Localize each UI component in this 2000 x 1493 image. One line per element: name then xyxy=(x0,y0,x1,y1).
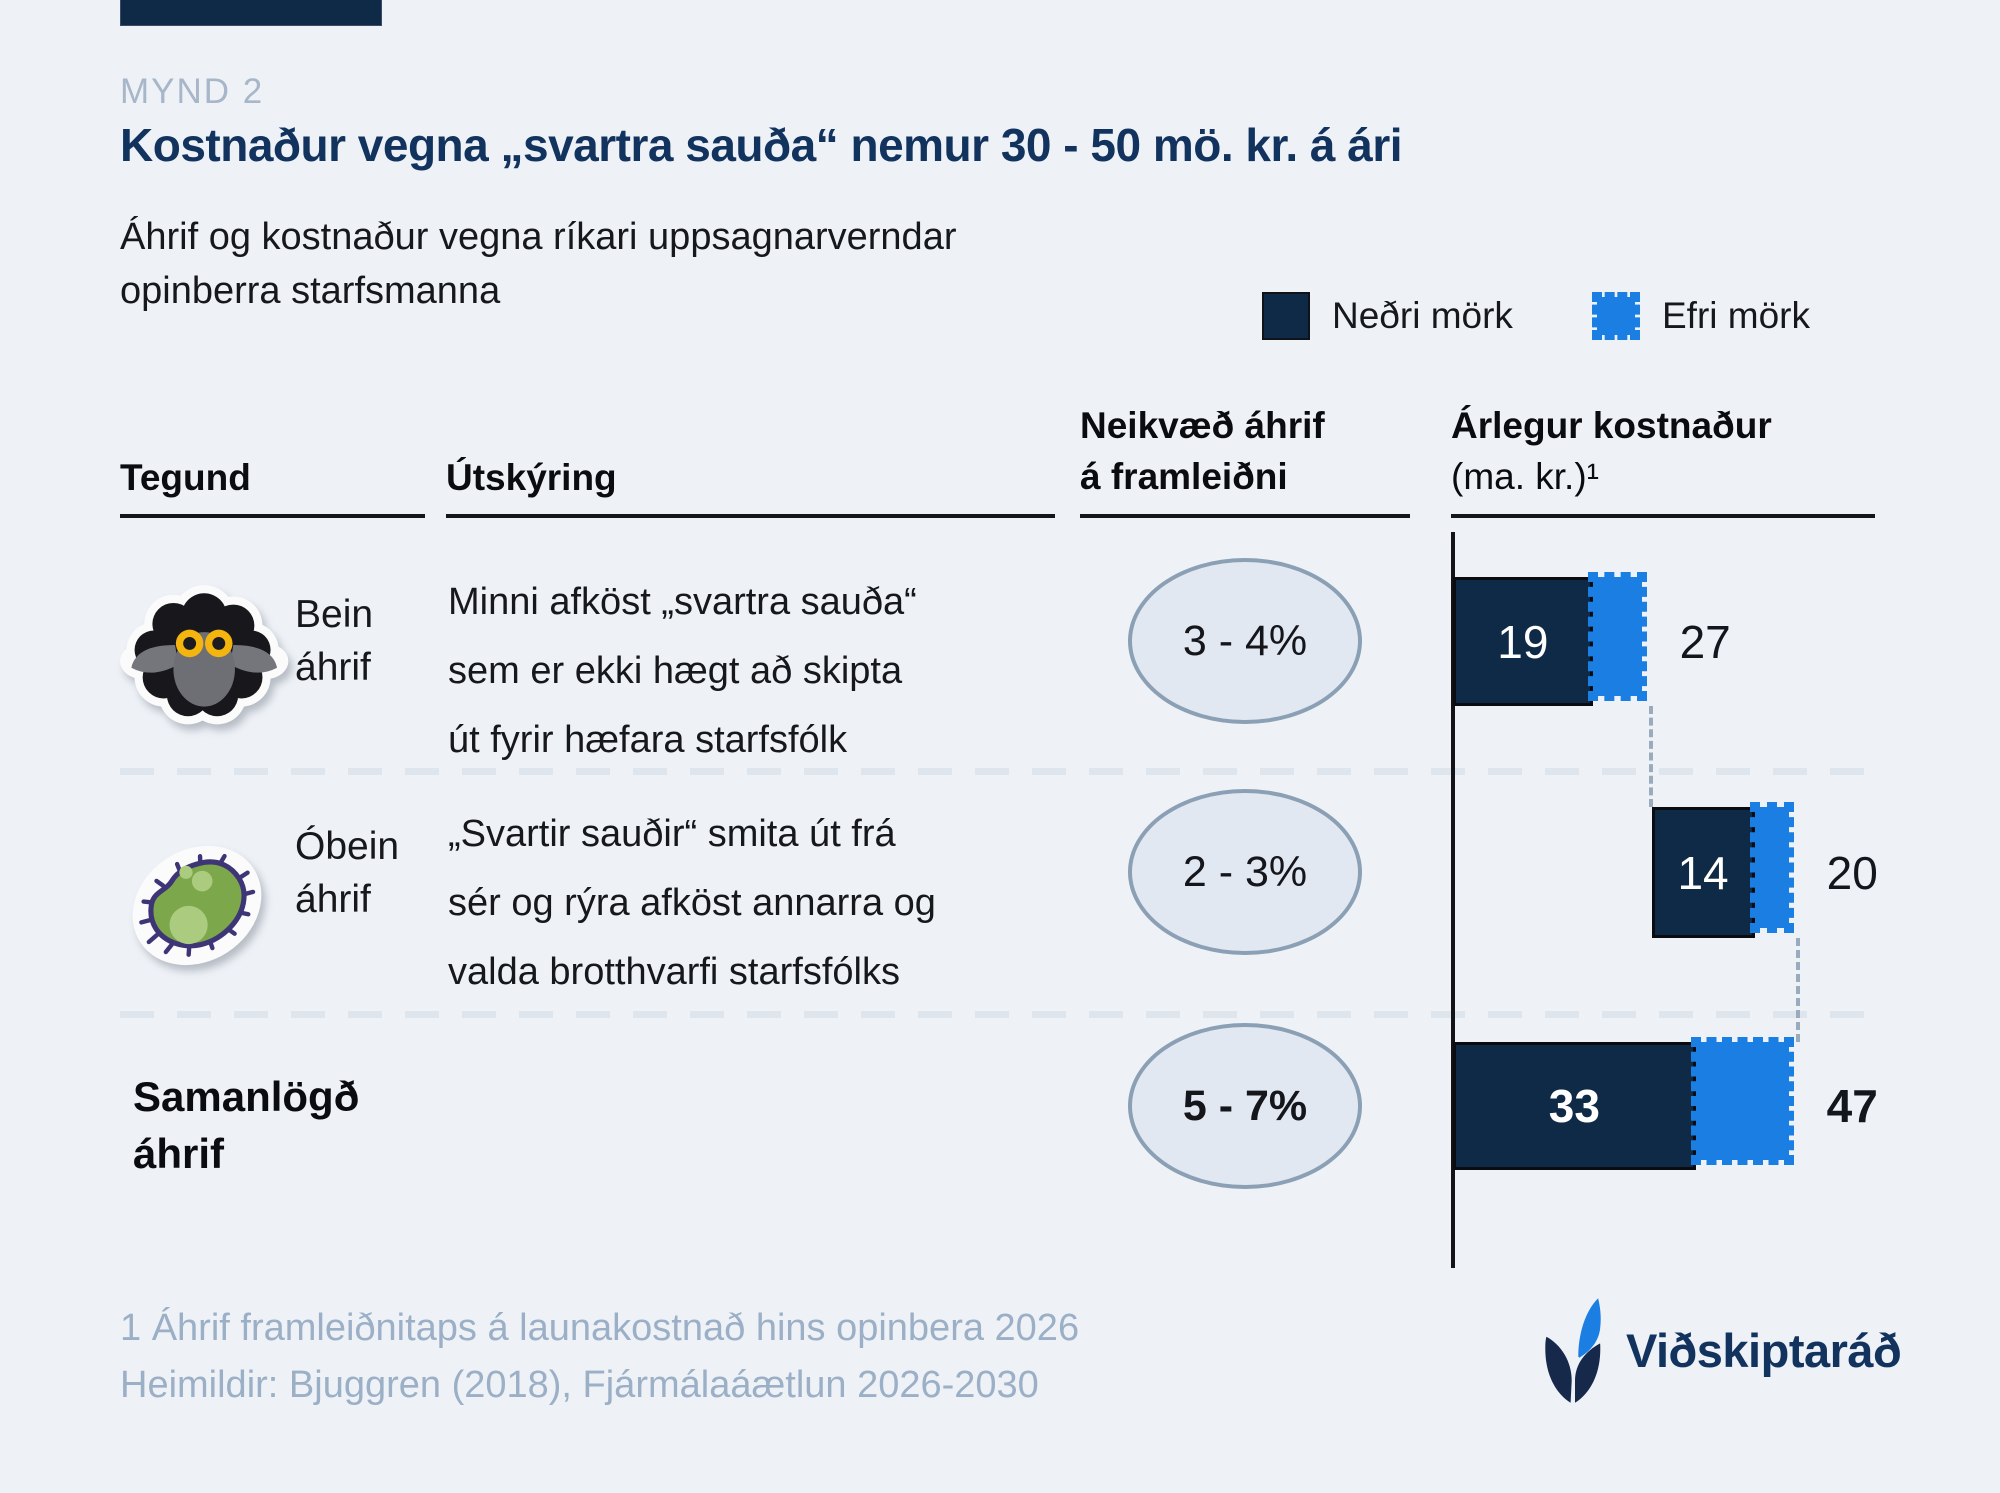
bar-lower-value-row3: 33 xyxy=(1548,1080,1600,1132)
footnote-sources: Heimildir: Bjuggren (2018), Fjármálaáætl… xyxy=(120,1364,1039,1406)
legend-upper-label: Efri mörk xyxy=(1662,295,1810,336)
bar-upper-value-row1: 27 xyxy=(1679,615,1731,668)
row1-effect-badge: 3 - 4% xyxy=(1128,558,1362,724)
row2-type-line1: Óbein xyxy=(295,825,400,868)
legend-lower-label: Neðri mörk xyxy=(1332,295,1513,336)
chart-axis xyxy=(1451,532,1455,1268)
header-underline-4 xyxy=(1451,514,1875,518)
col-header-cost-line1: Árlegur kostnaður xyxy=(1451,405,1772,446)
bar-lower-row3: 33 xyxy=(1453,1042,1696,1170)
row1-desc-line3: út fyrir hæfara starfsfólk xyxy=(448,719,848,761)
row1-desc-line1: Minni afköst „svartra sauða“ xyxy=(448,581,917,623)
row2-effect-value: 2 - 3% xyxy=(1182,847,1308,896)
row3-effect-badge: 5 - 7% xyxy=(1128,1023,1362,1189)
row1-effect-value: 3 - 4% xyxy=(1182,616,1308,665)
row1-description: Minni afköst „svartra sauða“ sem er ekki… xyxy=(448,568,917,775)
row1-type-line1: Bein xyxy=(295,593,374,636)
footnote-line1: 1 Áhrif framleiðnitaps á launakostnað hi… xyxy=(120,1307,1080,1349)
row2-type: Óbein áhrif xyxy=(295,820,399,926)
logo-leaf-icon xyxy=(1545,1298,1601,1403)
brand-logo: Viðskiptaráð xyxy=(1542,1294,1902,1406)
logo-wordmark: Viðskiptaráð xyxy=(1626,1323,1902,1377)
col-header-utskyring: Útskýring xyxy=(446,457,617,498)
bar-lower-row2: 14 xyxy=(1651,807,1755,938)
upper-bound-swatch-icon xyxy=(1592,292,1640,340)
bar-lower-value-row1: 19 xyxy=(1497,615,1549,668)
row2-type-line2: áhrif xyxy=(295,878,371,921)
bar-upper-row1 xyxy=(1587,572,1647,701)
page-title: Kostnaður vegna „svartra sauða“ nemur 30… xyxy=(120,119,1403,171)
bar-upper-value-row3: 47 xyxy=(1826,1080,1878,1132)
figure-label: MYND 2 xyxy=(120,72,265,111)
legend-upper: Efri mörk xyxy=(1592,292,1810,340)
row2-desc-line3: valda brotthvarfi starfsfólks xyxy=(448,951,900,993)
col-header-cost-line2: (ma. kr.)¹ xyxy=(1451,456,1599,497)
footnote: 1 Áhrif framleiðnitaps á launakostnað hi… xyxy=(120,1300,1079,1414)
row1-desc-line2: sem er ekki hægt að skipta xyxy=(448,650,903,692)
header-underline-3 xyxy=(1080,514,1410,518)
col-header-cost: Árlegur kostnaður (ma. kr.)¹ xyxy=(1451,400,1772,502)
row3-type-line2: áhrif xyxy=(133,1130,225,1177)
row-divider-1 xyxy=(120,768,1880,775)
lower-bound-swatch-icon xyxy=(1262,292,1310,340)
subtitle-line2: opinberra starfsmanna xyxy=(120,270,501,312)
row2-desc-line2: sér og rýra afköst annarra og xyxy=(448,882,936,924)
bacteria-icon xyxy=(132,845,262,966)
black-sheep-icon xyxy=(120,585,289,725)
row-divider-2 xyxy=(120,1011,1880,1018)
range-connector-2 xyxy=(1795,938,1800,1042)
col-header-effect-line2: á framleiðni xyxy=(1080,456,1288,497)
bar-upper-value-row2: 20 xyxy=(1826,846,1878,899)
header-underline-2 xyxy=(446,514,1055,518)
row1-type-line2: áhrif xyxy=(295,646,371,689)
col-header-effect: Neikvæð áhrif á framleiðni xyxy=(1080,400,1325,502)
row2-desc-line1: „Svartir sauðir“ smita út frá xyxy=(448,813,896,855)
row1-type: Bein áhrif xyxy=(295,588,373,694)
range-connector-1 xyxy=(1648,706,1653,807)
bar-lower-value-row2: 14 xyxy=(1677,846,1729,899)
legend-lower: Neðri mörk xyxy=(1262,292,1513,340)
subtitle-line1: Áhrif og kostnaður vegna ríkari uppsagna… xyxy=(120,216,957,258)
header-underline-1 xyxy=(120,514,425,518)
bar-lower-row1: 19 xyxy=(1453,577,1593,706)
row3-type-line1: Samanlögð xyxy=(133,1073,360,1120)
bar-upper-row2 xyxy=(1749,802,1794,933)
row2-description: „Svartir sauðir“ smita út frá sér og rýr… xyxy=(448,800,936,1007)
row3-effect-value: 5 - 7% xyxy=(1182,1081,1308,1130)
row3-type: Samanlögð áhrif xyxy=(133,1068,359,1182)
col-header-tegund: Tegund xyxy=(120,457,251,498)
bar-upper-row3 xyxy=(1690,1037,1794,1165)
row2-effect-badge: 2 - 3% xyxy=(1128,789,1362,955)
brand-tab xyxy=(120,0,382,26)
col-header-effect-line1: Neikvæð áhrif xyxy=(1080,405,1325,446)
subtitle: Áhrif og kostnaður vegna ríkari uppsagna… xyxy=(120,210,956,318)
